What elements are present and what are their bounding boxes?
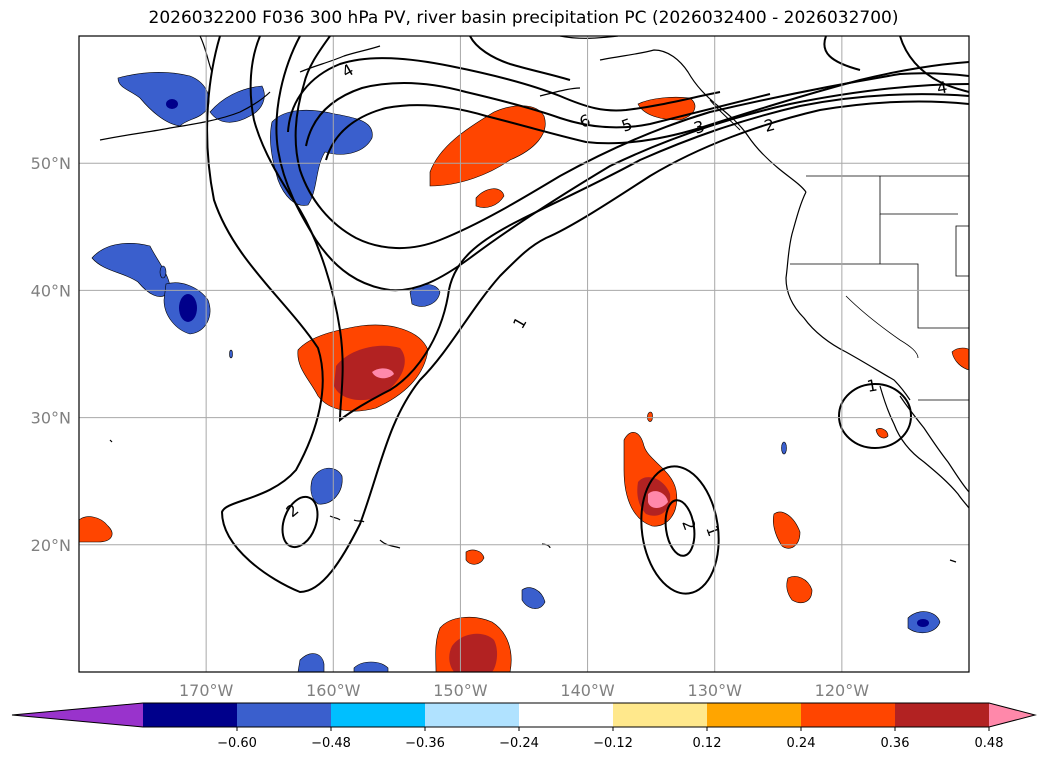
lat-tick-label: 40°N bbox=[31, 281, 71, 300]
colorbar-segment bbox=[801, 703, 896, 727]
colorbar-segment bbox=[707, 703, 802, 727]
political-borders bbox=[790, 175, 969, 401]
lon-tick-label: 150°W bbox=[433, 681, 488, 700]
colorbar: −0.60 −0.48 −0.36 −0.24 −0.12 0.12 0.24 0.36 0.4… bbox=[11, 702, 1037, 751]
latitude-labels: 50°N 40°N 30°N 20°N bbox=[31, 154, 71, 555]
colorbar-tick-label: 0.48 bbox=[975, 736, 1004, 751]
lon-tick-label: 160°W bbox=[306, 681, 361, 700]
colorbar-tick-label: 0.12 bbox=[693, 736, 722, 751]
colorbar-segment bbox=[519, 703, 614, 727]
lon-tick-label: 170°W bbox=[179, 681, 234, 700]
map-area: 4 6 5 3 2 1 1 2 1 2 4 bbox=[79, 36, 969, 672]
colorbar-tick-label: 0.36 bbox=[881, 736, 910, 751]
contour-label-1-east: 1 bbox=[865, 375, 878, 395]
longitude-labels: 170°W 160°W 150°W 140°W 130°W 120°W bbox=[179, 681, 869, 700]
lat-tick-label: 30°N bbox=[31, 409, 71, 428]
lat-tick-label: 50°N bbox=[31, 154, 71, 173]
positive-precip-shading bbox=[79, 96, 969, 672]
colorbar-tick-label: −0.60 bbox=[217, 736, 257, 751]
map-frame bbox=[78, 35, 970, 673]
colorbar-segment bbox=[237, 703, 332, 727]
colorbar-segment bbox=[425, 703, 520, 727]
colorbar-segment bbox=[613, 703, 708, 727]
colorbar-tick-label: −0.48 bbox=[311, 736, 351, 751]
contour-label-4-east: 4 bbox=[935, 77, 948, 97]
pv-contours bbox=[206, 36, 969, 595]
contour-label-2-north: 2 bbox=[762, 115, 777, 136]
colorbar-tick-label: −0.36 bbox=[405, 736, 445, 751]
colorbar-tick-label: −0.24 bbox=[499, 736, 539, 751]
gridlines bbox=[79, 36, 969, 672]
lon-tick-label: 130°W bbox=[688, 681, 743, 700]
colorbar-outline bbox=[11, 702, 1037, 728]
colorbar-segment bbox=[143, 703, 238, 727]
map-title: 2026032200 F036 300 hPa PV, river basin … bbox=[148, 8, 899, 28]
colorbar-extend-high bbox=[989, 703, 1035, 727]
colorbar-extend-low bbox=[12, 703, 143, 727]
lon-tick-label: 140°W bbox=[560, 681, 615, 700]
colorbar-tick-label: 0.24 bbox=[787, 736, 816, 751]
colorbar-segment bbox=[331, 703, 426, 727]
colorbar-segment bbox=[895, 703, 990, 727]
lat-tick-label: 20°N bbox=[31, 536, 71, 555]
negative-precip-shading bbox=[91, 72, 941, 672]
colorbar-tick-label: −0.12 bbox=[593, 736, 633, 751]
lon-tick-label: 120°W bbox=[815, 681, 870, 700]
